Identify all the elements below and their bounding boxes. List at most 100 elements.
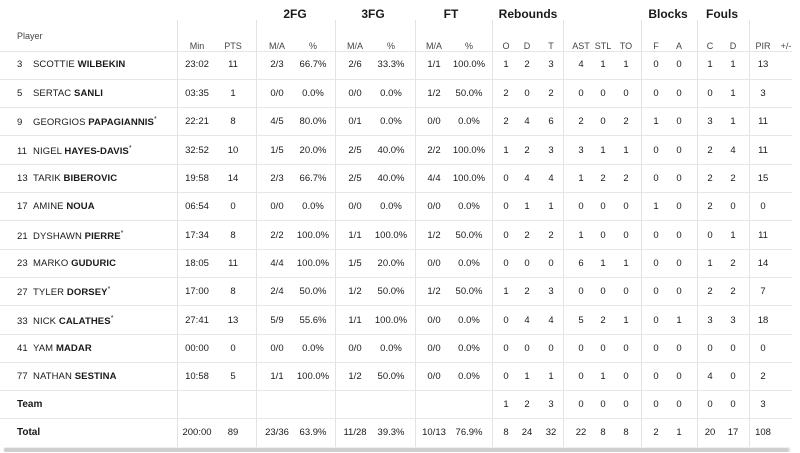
player-number: 17 xyxy=(17,201,28,212)
stat-cell: 19:58 xyxy=(185,173,209,184)
stat-cell: 0/0 xyxy=(427,343,441,354)
stat-cell: 0/0 xyxy=(348,88,362,99)
stat-cell: 1 xyxy=(503,145,509,156)
column-header[interactable]: D xyxy=(523,41,531,51)
stat-cell: 1/1 xyxy=(427,59,441,70)
player-name[interactable]: 5 SERTAC SANLI xyxy=(17,88,103,99)
column-header[interactable]: M/A xyxy=(346,41,364,51)
stat-cell: 0/0 xyxy=(427,371,441,382)
total-stat-cell: 200:00 xyxy=(182,427,212,438)
stat-cell: 17:00 xyxy=(185,286,209,297)
stat-cell: 1/5 xyxy=(270,145,284,156)
player-name[interactable]: 33 NICK CALATHES* xyxy=(17,315,114,327)
stat-cell: 1/2 xyxy=(348,286,362,297)
player-name[interactable]: 3 SCOTTIE WILBEKIN xyxy=(17,59,125,70)
row-divider xyxy=(0,164,792,165)
stat-cell: 1 xyxy=(623,315,629,326)
team-stat-cell: 0 xyxy=(676,399,682,410)
column-header[interactable]: D xyxy=(729,41,737,51)
stat-cell: 3 xyxy=(578,145,584,156)
player-first-name: NICK xyxy=(33,316,57,328)
player-name[interactable]: 41 YAM MADAR xyxy=(17,343,92,354)
column-header[interactable]: M/A xyxy=(425,41,443,51)
stat-cell: 2 xyxy=(503,88,509,99)
player-name[interactable]: 21 DYSHAWN PIERRE* xyxy=(17,230,123,242)
stat-cell: 0 xyxy=(676,371,682,382)
column-header[interactable]: % xyxy=(308,41,318,51)
stat-cell: 1 xyxy=(600,371,606,382)
column-header[interactable]: STL xyxy=(594,41,612,51)
stat-cell: 100.0% xyxy=(296,258,330,269)
stat-cell: 0 xyxy=(653,286,659,297)
stat-cell: 0 xyxy=(600,88,606,99)
player-name[interactable]: 77 NATHAN SESTINA xyxy=(17,371,117,382)
stat-cell: 5/9 xyxy=(270,315,284,326)
total-stat-cell: 63.9% xyxy=(299,427,327,438)
stat-cell: 2 xyxy=(600,315,606,326)
player-first-name: SERTAC xyxy=(33,88,72,99)
stat-cell: 66.7% xyxy=(299,59,327,70)
stat-cell: 3 xyxy=(707,116,713,127)
column-header[interactable]: AST xyxy=(572,41,590,51)
stat-cell: 1 xyxy=(503,286,509,297)
column-header[interactable]: +/- xyxy=(780,41,792,51)
player-name[interactable]: 11 NIGEL HAYES-DAVIS* xyxy=(17,145,132,157)
column-header[interactable]: Min xyxy=(189,41,205,51)
stat-cell: 0/0 xyxy=(270,343,284,354)
stat-cell: 40.0% xyxy=(377,173,405,184)
stat-cell: 0/0 xyxy=(348,343,362,354)
column-header[interactable]: A xyxy=(675,41,683,51)
stat-cell: 1 xyxy=(548,201,554,212)
stat-cell: 2/6 xyxy=(348,59,362,70)
stat-cell: 1/2 xyxy=(427,230,441,241)
stat-cell: 0 xyxy=(524,343,530,354)
stat-cell: 6 xyxy=(548,116,554,127)
stat-cell: 5 xyxy=(578,315,584,326)
stat-cell: 2/4 xyxy=(270,286,284,297)
column-header[interactable]: % xyxy=(464,41,474,51)
stat-cell: 0 xyxy=(653,88,659,99)
player-name[interactable]: 9 GEORGIOS PAPAGIANNIS* xyxy=(17,116,157,128)
column-header[interactable]: % xyxy=(386,41,396,51)
column-header[interactable]: M/A xyxy=(268,41,286,51)
player-first-name: DYSHAWN xyxy=(33,231,82,243)
stat-cell: 22:21 xyxy=(185,116,209,127)
stat-cell: 0.0% xyxy=(302,201,324,212)
player-first-name: AMINE xyxy=(33,201,64,212)
stat-cell: 1 xyxy=(578,230,584,241)
stat-cell: 06:54 xyxy=(185,201,209,212)
stat-cell: 0 xyxy=(503,258,509,269)
stat-cell: 2 xyxy=(524,230,530,241)
stat-cell: 0 xyxy=(653,315,659,326)
column-header[interactable]: TO xyxy=(619,41,633,51)
group-header-blocks: Blocks xyxy=(648,7,688,21)
stat-cell: 03:35 xyxy=(185,88,209,99)
stat-cell: 2 xyxy=(503,116,509,127)
player-name[interactable]: 27 TYLER DORSEY* xyxy=(17,286,110,298)
row-divider xyxy=(0,192,792,193)
stat-cell: 0 xyxy=(653,145,659,156)
player-name[interactable]: 17 AMINE NOUA xyxy=(17,201,95,212)
stat-cell: 10 xyxy=(227,145,239,156)
column-header[interactable]: PIR xyxy=(755,41,771,51)
column-header[interactable]: C xyxy=(706,41,714,51)
stat-cell: 50.0% xyxy=(377,371,405,382)
stat-cell: 1 xyxy=(623,145,629,156)
column-header[interactable]: O xyxy=(502,41,510,51)
horizontal-scrollbar-thumb[interactable] xyxy=(4,448,789,452)
total-stat-cell: 10/13 xyxy=(422,427,446,438)
stat-cell: 0/0 xyxy=(348,201,362,212)
player-name[interactable]: 13 TARIK BIBEROVIC xyxy=(17,173,117,184)
column-header[interactable]: F xyxy=(653,41,659,51)
stat-cell: 0 xyxy=(578,88,584,99)
stat-cell: 2 xyxy=(730,258,736,269)
group-header-rebounds: Rebounds xyxy=(498,7,558,21)
stat-cell: 100.0% xyxy=(296,230,330,241)
column-header[interactable]: T xyxy=(548,41,554,51)
stat-cell: 20.0% xyxy=(377,258,405,269)
stat-cell: 0 xyxy=(503,371,509,382)
player-column-header[interactable]: Player xyxy=(17,31,43,41)
player-name[interactable]: 23 MARKO GUDURIC xyxy=(17,258,116,269)
column-header[interactable]: PTS xyxy=(224,41,242,51)
